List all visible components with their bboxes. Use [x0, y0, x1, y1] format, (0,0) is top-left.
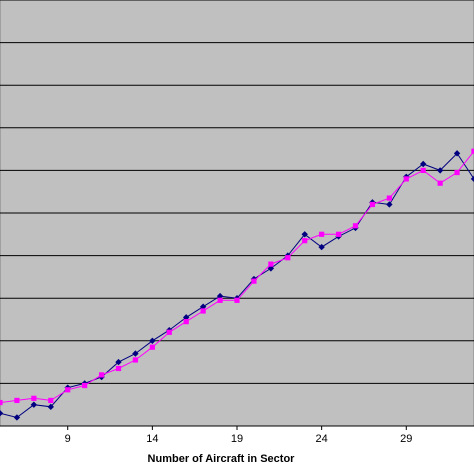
data-point	[200, 308, 206, 314]
data-point	[14, 397, 20, 404]
data-point	[335, 231, 342, 237]
data-point	[82, 382, 88, 389]
data-point	[302, 238, 308, 244]
data-point	[403, 176, 409, 182]
x-tick-label: 19	[231, 433, 243, 445]
data-point	[48, 397, 54, 404]
data-point	[115, 365, 122, 372]
x-tick-label: 9	[65, 433, 71, 445]
data-point	[65, 387, 71, 393]
data-point	[183, 314, 190, 321]
x-tick-label: 29	[400, 433, 412, 445]
data-point	[437, 180, 443, 186]
x-tick-label: 24	[316, 433, 328, 445]
x-axis-ticks: 9 14 19 24 29	[65, 426, 412, 445]
data-point	[0, 399, 3, 406]
data-point	[199, 303, 207, 310]
data-point	[319, 231, 325, 237]
x-axis-title: Number of Aircraft in Sector	[148, 453, 296, 465]
data-point	[31, 395, 37, 401]
data-point	[285, 255, 291, 261]
data-point	[471, 148, 474, 154]
data-point	[268, 261, 274, 267]
data-point	[352, 223, 359, 229]
series-2	[0, 148, 474, 406]
data-point	[217, 297, 223, 303]
data-point	[149, 337, 156, 344]
data-point	[420, 167, 426, 173]
data-point	[183, 319, 189, 325]
data-point	[436, 167, 444, 174]
data-point	[267, 265, 275, 272]
data-point	[470, 175, 474, 183]
data-point	[453, 150, 461, 157]
data-point	[318, 243, 325, 251]
data-point	[0, 410, 4, 417]
data-point	[386, 195, 392, 201]
data-point	[13, 414, 21, 421]
data-point	[132, 350, 139, 357]
data-point	[115, 358, 122, 366]
data-point	[251, 278, 257, 284]
series-layer	[0, 148, 474, 421]
data-point	[216, 292, 224, 300]
data-point	[420, 160, 427, 168]
data-point	[454, 169, 460, 176]
data-point	[149, 344, 155, 350]
data-point	[369, 201, 376, 208]
x-tick-label: 14	[146, 433, 158, 445]
data-point	[386, 201, 393, 208]
data-point	[30, 401, 38, 408]
data-point	[47, 403, 54, 411]
data-point	[301, 231, 308, 238]
data-point	[98, 372, 105, 378]
data-point	[234, 297, 240, 303]
gridlines	[0, 0, 474, 427]
data-point	[166, 329, 172, 335]
data-point	[132, 357, 139, 363]
